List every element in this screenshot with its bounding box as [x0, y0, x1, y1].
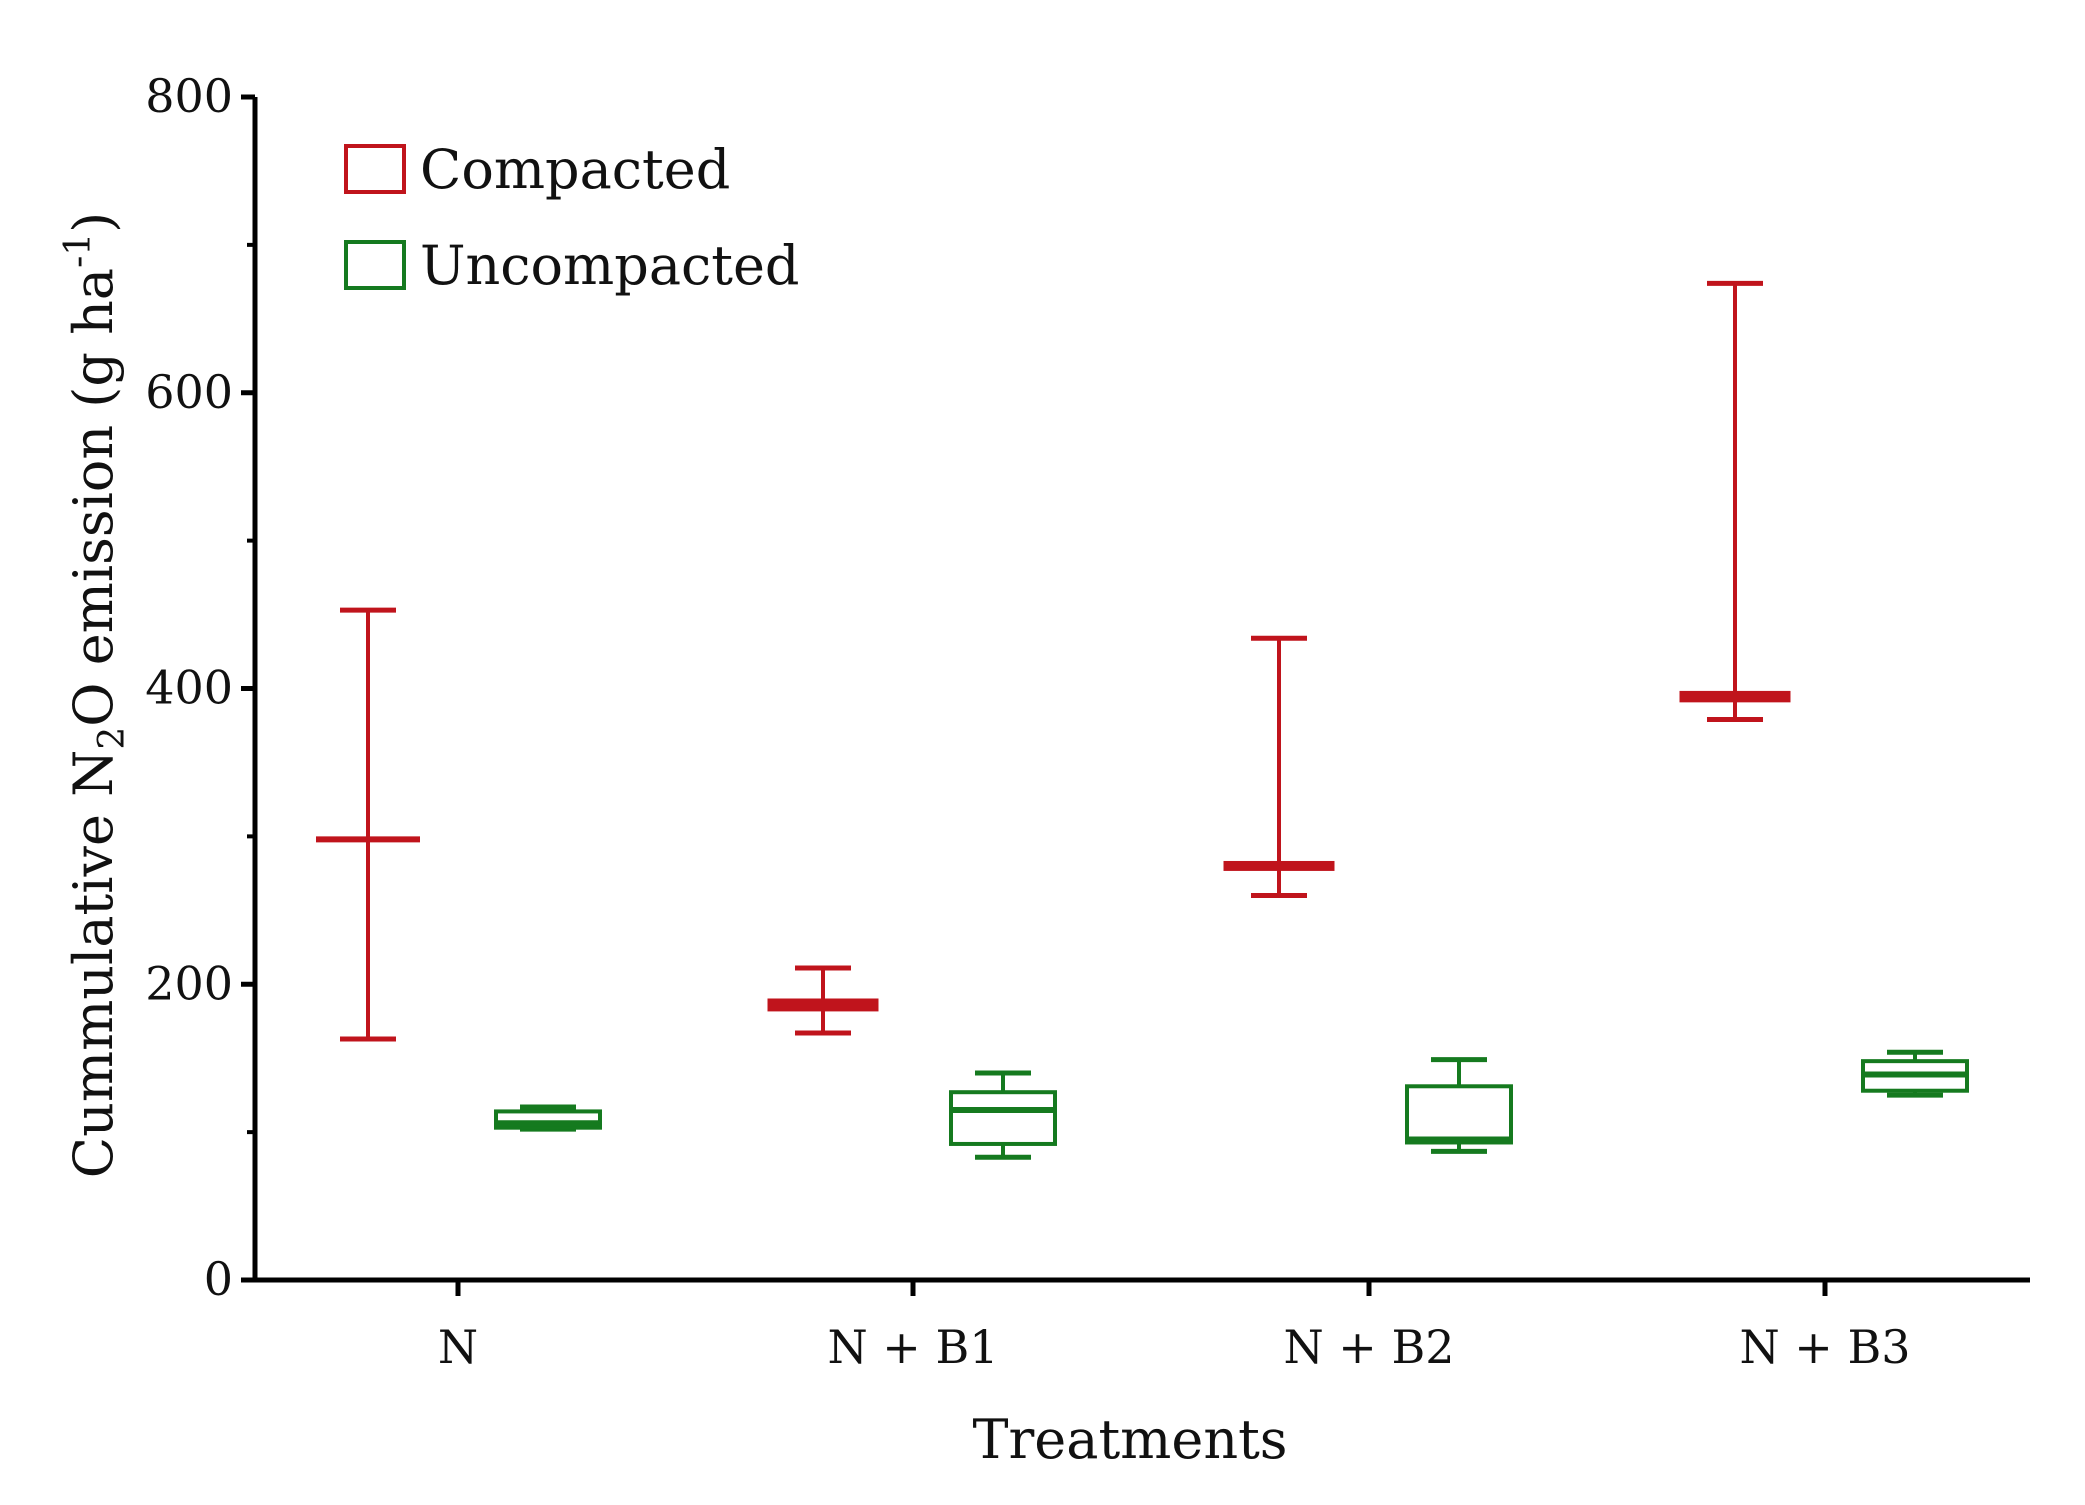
- y-tick-label: 800: [145, 69, 233, 123]
- legend-label: Compacted: [420, 138, 730, 201]
- y-axis-title-subscript: 2: [92, 727, 133, 750]
- box-compacted-2: [767, 965, 879, 1036]
- legend-item-uncompacted: Uncompacted: [344, 234, 799, 297]
- y-tick-label: 0: [204, 1252, 233, 1306]
- y-tick-label: 400: [145, 661, 233, 715]
- y-axis-title-middle: O emission (g ha: [62, 268, 125, 727]
- box-iqr: [949, 1090, 1057, 1146]
- legend-label: Uncompacted: [420, 234, 799, 297]
- x-axis-title: Treatments: [972, 1408, 1287, 1471]
- legend: Compacted Uncompacted: [344, 138, 799, 297]
- y-tick-label: 200: [145, 956, 233, 1010]
- x-tick-label: N + B2: [1283, 1320, 1454, 1374]
- box-compacted-3: [1223, 635, 1335, 899]
- marks-layer: [316, 280, 1969, 1160]
- box-iqr: [1405, 1084, 1513, 1145]
- legend-swatch: [344, 240, 406, 290]
- box-uncompacted-2: [949, 1070, 1057, 1160]
- legend-item-compacted: Compacted: [344, 138, 730, 201]
- box-uncompacted-3: [1405, 1057, 1513, 1154]
- y-axis-title-suffix: ): [62, 212, 125, 233]
- x-tick-label: N: [438, 1320, 478, 1374]
- y-axis-title-prefix: Cummulative N: [62, 750, 125, 1179]
- box-iqr: [494, 1109, 602, 1130]
- y-axis-title-superscript: -1: [58, 233, 99, 268]
- x-tick-label: N + B3: [1739, 1320, 1910, 1374]
- axes-layer: 0 200 400 600 800 N N + B1 N + B2 N + B3: [145, 69, 2030, 1374]
- x-tick-label: N + B1: [827, 1320, 998, 1374]
- box-compacted-1: [316, 607, 420, 1042]
- legend-swatch: [344, 144, 406, 194]
- box-compacted-4: [1679, 280, 1791, 723]
- y-tick-label: 600: [145, 365, 233, 419]
- box-uncompacted-1: [494, 1104, 602, 1132]
- y-axis-title: Cummulative N2O emission (g ha-1): [58, 212, 133, 1178]
- box-uncompacted-4: [1861, 1049, 1969, 1098]
